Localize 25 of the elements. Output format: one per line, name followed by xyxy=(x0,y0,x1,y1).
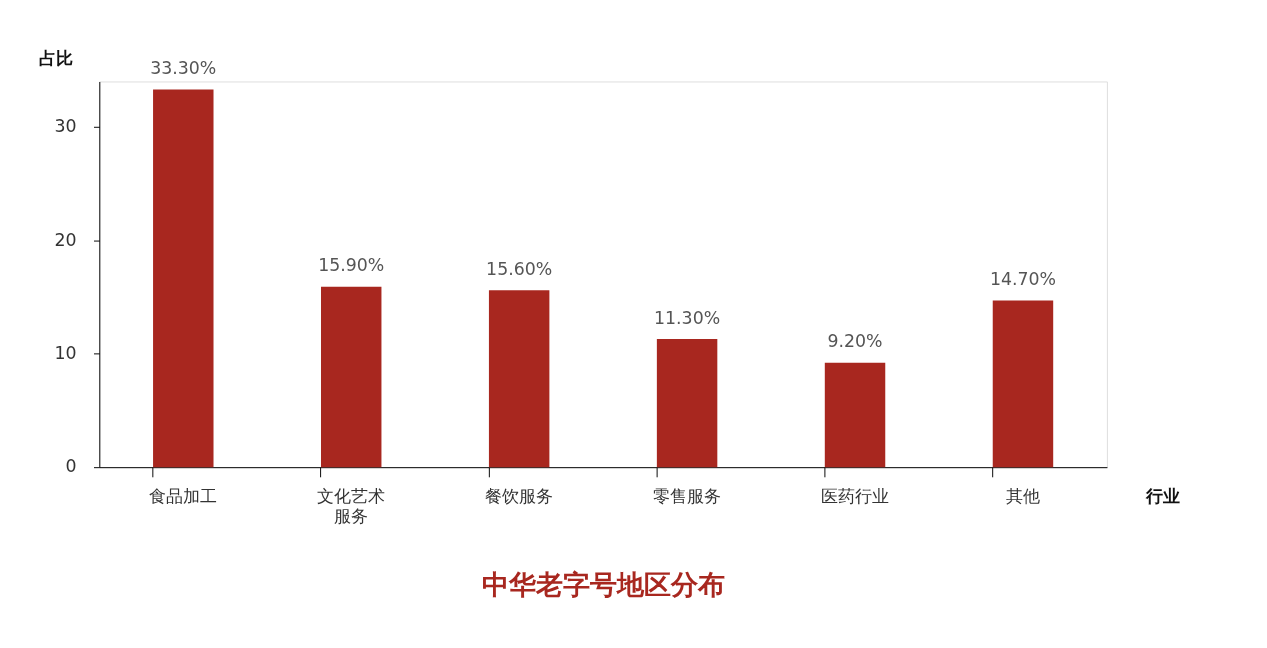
y-tick-label: 0 xyxy=(65,456,77,477)
text: 中华老字号地区分布 xyxy=(481,569,725,601)
bar xyxy=(488,290,550,468)
x-tick-label: 餐饮服务 xyxy=(485,486,554,507)
data-label: 14.70% xyxy=(989,269,1057,289)
x-tick-label: 其他 xyxy=(1005,486,1040,507)
x-tick-label: 文化艺术服务 xyxy=(317,486,386,526)
bar xyxy=(824,362,886,468)
data-label: 33.30% xyxy=(150,58,217,79)
bar xyxy=(992,300,1054,468)
data-label: 15.90% xyxy=(318,255,385,276)
y-tick-label: 10 xyxy=(54,343,77,364)
bar xyxy=(656,339,718,468)
bar xyxy=(153,89,214,468)
y-tick-label: 30 xyxy=(54,116,77,137)
y-tick-label: 20 xyxy=(54,229,77,250)
x-axis-title: 行业 xyxy=(1144,486,1180,507)
x-tick-label: 零售服务 xyxy=(653,486,722,507)
data-label: 9.20% xyxy=(827,331,883,352)
x-tick-label: 食品加工 xyxy=(149,486,218,507)
bar xyxy=(320,286,382,468)
data-label: 15.60% xyxy=(486,258,553,279)
y-axis-title: 占比 xyxy=(39,47,74,68)
data-label: 11.30% xyxy=(654,307,721,328)
x-tick-label: 医药行业 xyxy=(821,486,890,507)
